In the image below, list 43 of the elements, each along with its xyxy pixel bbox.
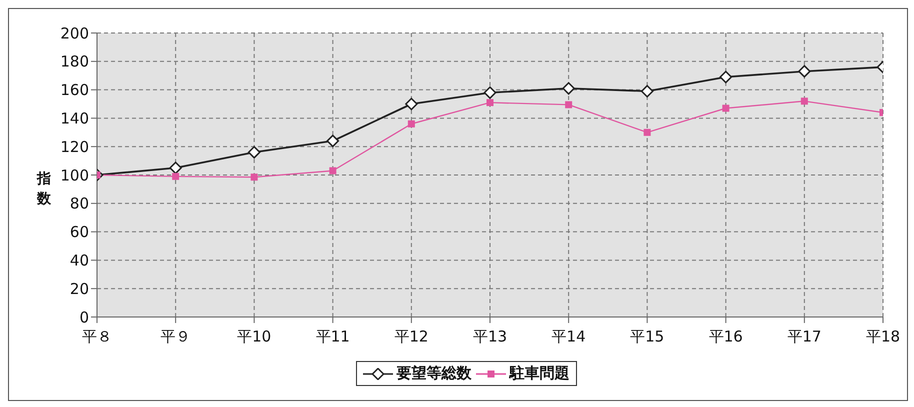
point	[565, 101, 572, 108]
x-tick-label: 平９	[160, 328, 191, 346]
x-tick-label: 平17	[787, 328, 822, 346]
point	[798, 65, 811, 78]
x-tick-label: 平11	[316, 328, 350, 346]
point	[720, 70, 732, 84]
y-tick-label: 180	[60, 52, 89, 71]
legend-label: 駐車問題	[508, 364, 570, 383]
x-tick-label: 平８	[82, 328, 112, 346]
y-tick-label: 20	[70, 280, 89, 298]
y-tick-label: 200	[60, 24, 89, 42]
point	[169, 162, 182, 174]
point	[250, 174, 258, 181]
y-tick-label: 100	[60, 166, 89, 184]
point	[562, 82, 575, 95]
x-tick-label: 平13	[472, 328, 508, 346]
legend-label: 要望等総数	[396, 364, 472, 383]
y-tick-label: 140	[60, 110, 89, 128]
x-tick-label: 平15	[630, 328, 664, 346]
x-tick-label: 平10	[237, 328, 272, 346]
point	[329, 167, 336, 174]
x-tick-label: 平18	[866, 328, 900, 346]
point	[484, 86, 496, 99]
x-tick-label: 平16	[708, 328, 743, 346]
y-tick-label: 80	[70, 194, 89, 213]
point	[640, 84, 654, 98]
point	[405, 98, 418, 110]
y-tick-label: 160	[60, 81, 89, 100]
y-axis-title: 指数	[37, 170, 52, 209]
point	[172, 172, 180, 180]
y-tick-label: 60	[70, 223, 89, 242]
point	[408, 120, 415, 128]
x-tick-label: 平14	[552, 328, 586, 346]
y-tick-label: 0	[79, 308, 89, 326]
y-tick-label: 120	[60, 138, 89, 156]
x-tick-label: 平12	[394, 328, 428, 346]
point	[644, 128, 651, 136]
point	[722, 104, 730, 112]
point	[326, 134, 340, 148]
y-tick-label: 40	[70, 252, 89, 270]
point	[800, 98, 808, 105]
point	[486, 99, 494, 106]
point	[248, 146, 260, 159]
